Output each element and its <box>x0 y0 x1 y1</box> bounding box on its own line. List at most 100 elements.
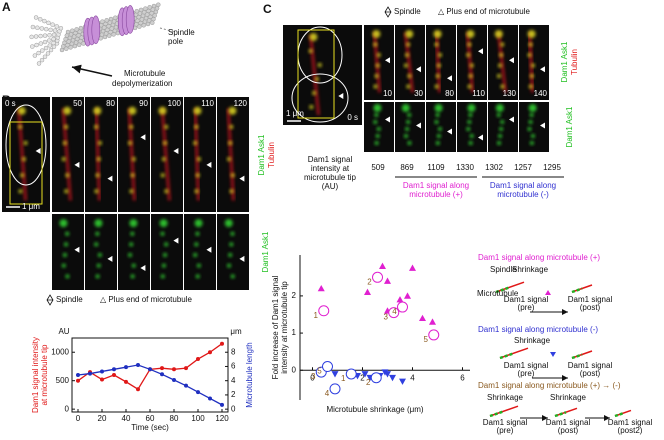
label: 1302 <box>485 163 503 172</box>
tubulin-subunit <box>43 45 49 51</box>
tubulin-subunit <box>156 2 161 7</box>
signal-spot <box>62 141 67 145</box>
label: (AU) <box>322 182 339 191</box>
red-filament <box>528 32 534 93</box>
micrograph <box>217 97 249 212</box>
label: (post) <box>580 303 601 312</box>
red-filament <box>497 32 507 93</box>
label: 1 μm <box>286 109 304 118</box>
dam1 <box>614 412 624 418</box>
red-filament <box>160 108 171 201</box>
dam1 <box>554 411 567 418</box>
label: 120 <box>234 99 248 108</box>
x-tick-label: 120 <box>215 414 229 423</box>
microtubule <box>571 284 593 293</box>
signal-spot <box>158 106 167 115</box>
signal-spot <box>59 219 68 228</box>
signal-spot <box>527 127 532 131</box>
label: 140 <box>534 89 548 98</box>
label: depolymerization <box>112 79 172 88</box>
micrograph <box>85 214 117 290</box>
label: Dam1 Ask1 <box>261 231 270 272</box>
label: Shrinkage <box>550 393 587 402</box>
point-label: 3 <box>311 372 316 381</box>
label: Shrinkage <box>487 393 524 402</box>
micrograph <box>519 102 549 152</box>
microtubule <box>499 347 529 359</box>
tubulin-subunit <box>38 17 43 22</box>
signal-spot <box>229 242 234 247</box>
data-point <box>331 371 339 378</box>
label: Dam1 signal <box>483 418 528 427</box>
arrowhead <box>173 237 179 244</box>
circled-point <box>372 271 383 283</box>
pole-leader <box>159 27 176 33</box>
dam1 <box>571 287 583 294</box>
signal-spot <box>401 104 410 112</box>
tubulin-subunit <box>48 27 53 33</box>
tubulin-subunit <box>34 42 39 48</box>
data-point <box>399 378 406 385</box>
signal-spot <box>435 113 440 117</box>
signal-spot <box>94 189 99 194</box>
cell-outline <box>5 104 47 186</box>
tubulin-subunit <box>113 15 118 20</box>
signal-spot <box>498 63 503 68</box>
signal-spot <box>433 30 442 38</box>
micrograph <box>118 214 150 290</box>
signal-spot <box>64 242 69 247</box>
micrograph <box>364 25 394 100</box>
data-point <box>220 341 224 346</box>
red-filament <box>226 108 235 201</box>
signal-spot <box>434 120 439 124</box>
microtubule <box>489 405 519 417</box>
arrowhead <box>173 148 179 155</box>
micrograph <box>184 97 216 212</box>
label: 80 <box>106 99 115 108</box>
point-label: 1 <box>341 374 346 383</box>
label: microtubule tip <box>304 173 357 182</box>
data-point <box>184 366 188 371</box>
arrowhead <box>509 57 514 64</box>
signal-spot <box>130 274 135 279</box>
signal-spot <box>195 274 200 279</box>
point-label: 4 <box>325 389 330 398</box>
signal-spot <box>375 63 380 68</box>
signal-spot <box>193 141 198 145</box>
circled-point <box>388 307 400 319</box>
point-label: 4 <box>392 307 397 316</box>
data-point <box>172 377 176 382</box>
point-label: 2 <box>367 277 372 286</box>
data-point <box>148 367 152 372</box>
signal-spot <box>229 189 234 194</box>
label: Dam1 signal <box>504 361 549 370</box>
signal-spot <box>467 120 472 124</box>
tubulin-subunit <box>64 33 70 38</box>
x-tick-label: 4 <box>410 373 415 382</box>
signal-spot <box>468 113 473 117</box>
label: 100 <box>168 99 182 108</box>
label: Tubulin <box>267 142 276 168</box>
label: Spindle <box>56 295 83 304</box>
signal-spot <box>405 127 410 131</box>
signal-spot <box>500 120 505 124</box>
label: Spindle <box>168 28 195 37</box>
data-point <box>220 402 224 407</box>
signal-spot <box>65 274 70 279</box>
signal-spot <box>437 53 442 57</box>
data-point <box>100 377 104 382</box>
data-point <box>409 264 416 271</box>
signal-spot <box>228 106 237 115</box>
tubulin-subunit <box>134 8 140 14</box>
label: Dam1 signal along microtubule (+) <box>478 253 600 262</box>
signal-spot <box>468 141 473 145</box>
dam1 <box>499 352 515 360</box>
label: 50 <box>73 99 82 108</box>
signal-spot <box>434 84 439 89</box>
micrograph <box>184 214 216 290</box>
tubulin-subunit <box>47 38 52 43</box>
tubulin-subunit <box>108 16 114 22</box>
signal-spot <box>496 113 501 117</box>
signal-spot <box>193 106 202 115</box>
arrowhead <box>540 66 545 73</box>
